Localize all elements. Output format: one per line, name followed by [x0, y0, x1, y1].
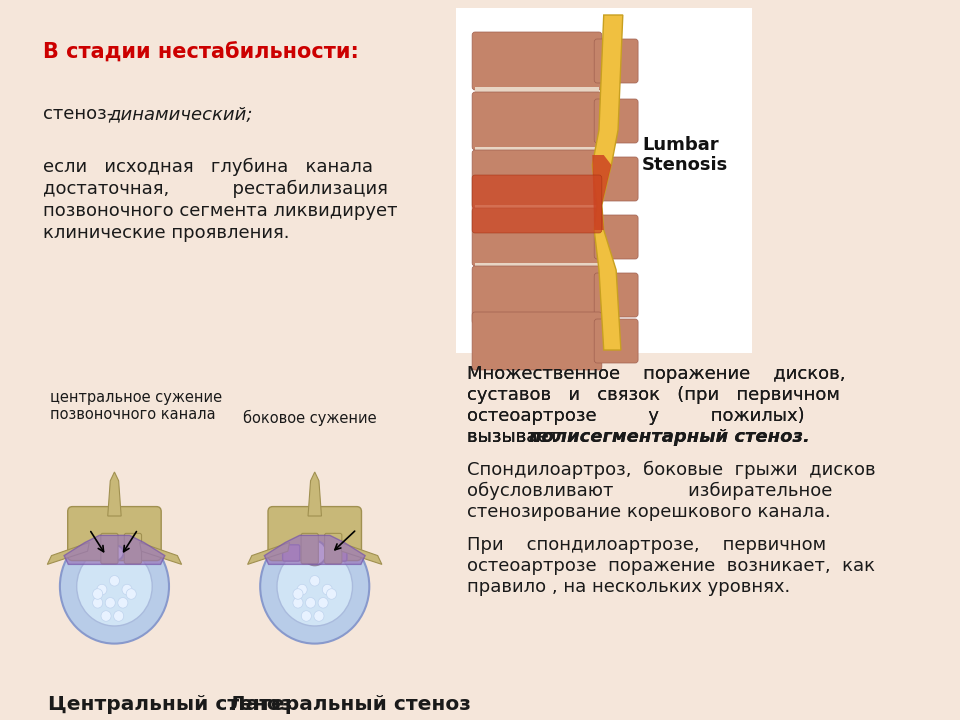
Circle shape: [298, 585, 307, 595]
Text: Спондилоартроз,  боковые  грыжи  дисков: Спондилоартроз, боковые грыжи дисков: [468, 461, 876, 480]
Circle shape: [118, 598, 128, 608]
Text: остеоартрозе         у         пожилых): остеоартрозе у пожилых): [468, 407, 805, 425]
Circle shape: [314, 611, 324, 621]
Polygon shape: [592, 155, 612, 230]
Text: остеоартрозе  поражение  возникает,  как: остеоартрозе поражение возникает, как: [468, 557, 876, 575]
Circle shape: [260, 529, 370, 644]
Text: боковое сужение: боковое сужение: [243, 410, 377, 426]
Circle shape: [277, 546, 352, 626]
Polygon shape: [64, 536, 165, 564]
Circle shape: [122, 585, 132, 595]
FancyBboxPatch shape: [301, 534, 319, 564]
Bar: [475, 147, 599, 155]
Text: вызывает: вызывает: [468, 428, 565, 446]
Text: Lumbar
Stenosis: Lumbar Stenosis: [642, 135, 728, 174]
FancyBboxPatch shape: [594, 319, 638, 363]
Text: При    спондилоартрозе,    первичном: При спондилоартрозе, первичном: [468, 536, 827, 554]
Circle shape: [326, 589, 337, 599]
Text: полисегментарный стеноз.: полисегментарный стеноз.: [529, 428, 810, 446]
Text: позвоночного сегмента ликвидирует: позвоночного сегмента ликвидирует: [43, 202, 397, 220]
Text: суставов   и   связок   (при   первичном: суставов и связок (при первичном: [468, 386, 840, 404]
Text: правило , на нескольких уровнях.: правило , на нескольких уровнях.: [468, 578, 791, 596]
Text: если   исходная   глубина   канала: если исходная глубина канала: [43, 158, 372, 176]
Bar: [475, 205, 599, 213]
Polygon shape: [248, 542, 290, 564]
Text: центральное сужение
позвоночного канала: центральное сужение позвоночного канала: [50, 390, 222, 423]
FancyBboxPatch shape: [472, 312, 602, 370]
FancyBboxPatch shape: [594, 39, 638, 83]
Text: Латеральный стеноз: Латеральный стеноз: [228, 695, 470, 714]
Polygon shape: [47, 542, 89, 564]
Circle shape: [109, 575, 119, 586]
FancyBboxPatch shape: [472, 208, 602, 266]
FancyBboxPatch shape: [594, 157, 638, 201]
Text: Множественное    поражение    дисков,: Множественное поражение дисков,: [468, 365, 846, 383]
Circle shape: [310, 575, 320, 586]
Circle shape: [106, 598, 115, 608]
FancyBboxPatch shape: [472, 266, 602, 324]
Text: В стадии нестабильности:: В стадии нестабильности:: [43, 42, 359, 63]
Bar: [475, 321, 599, 329]
Text: достаточная,           рестабилизация: достаточная, рестабилизация: [43, 180, 388, 198]
FancyBboxPatch shape: [472, 150, 602, 208]
Circle shape: [305, 598, 316, 608]
Circle shape: [60, 529, 169, 644]
Circle shape: [77, 546, 153, 626]
FancyBboxPatch shape: [594, 99, 638, 143]
Bar: [456, 8, 752, 353]
Text: Центральный стеноз: Центральный стеноз: [48, 695, 292, 714]
FancyBboxPatch shape: [324, 534, 342, 564]
Circle shape: [92, 589, 103, 599]
Text: стенозирование корешкового канала.: стенозирование корешкового канала.: [468, 503, 831, 521]
FancyBboxPatch shape: [329, 545, 347, 561]
Bar: [475, 263, 599, 271]
FancyBboxPatch shape: [472, 92, 602, 150]
Text: стеноз-: стеноз-: [43, 105, 119, 123]
FancyBboxPatch shape: [594, 273, 638, 317]
FancyBboxPatch shape: [124, 534, 141, 564]
Circle shape: [293, 598, 303, 608]
Polygon shape: [108, 472, 121, 516]
Text: вызывает: вызывает: [468, 428, 565, 446]
Circle shape: [113, 611, 124, 621]
Text: остеоартрозе         у         пожилых): остеоартрозе у пожилых): [468, 407, 805, 425]
FancyBboxPatch shape: [594, 215, 638, 259]
Text: полисегментарный стеноз.: полисегментарный стеноз.: [529, 428, 810, 446]
Text: суставов   и   связок   (при   первичном: суставов и связок (при первичном: [468, 386, 840, 404]
Circle shape: [303, 541, 326, 565]
FancyBboxPatch shape: [68, 507, 161, 561]
Text: динамический;: динамический;: [108, 105, 252, 123]
Polygon shape: [308, 472, 322, 516]
Circle shape: [301, 611, 311, 621]
Text: обусловливают             избирательное: обусловливают избирательное: [468, 482, 832, 500]
Circle shape: [92, 598, 103, 608]
Circle shape: [101, 611, 111, 621]
Polygon shape: [592, 15, 623, 350]
Bar: [475, 87, 599, 95]
Circle shape: [323, 585, 332, 595]
FancyBboxPatch shape: [268, 507, 362, 561]
Ellipse shape: [106, 545, 124, 561]
Circle shape: [97, 585, 107, 595]
Text: Множественное    поражение    дисков,: Множественное поражение дисков,: [468, 365, 846, 383]
FancyBboxPatch shape: [472, 175, 602, 233]
Polygon shape: [139, 542, 181, 564]
Circle shape: [318, 598, 328, 608]
FancyBboxPatch shape: [472, 32, 602, 90]
Text: вызывает: вызывает: [468, 428, 565, 446]
FancyBboxPatch shape: [282, 545, 300, 561]
Circle shape: [293, 589, 303, 599]
Polygon shape: [340, 542, 382, 564]
Circle shape: [126, 589, 136, 599]
Text: клинические проявления.: клинические проявления.: [43, 224, 289, 242]
Polygon shape: [264, 536, 365, 564]
FancyBboxPatch shape: [101, 534, 118, 564]
